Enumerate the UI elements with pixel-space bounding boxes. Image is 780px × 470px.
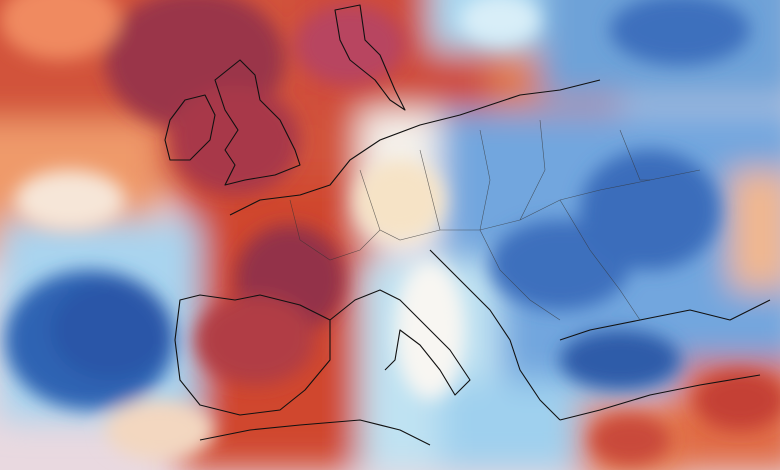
- coastline-anatolia: [559, 374, 761, 421]
- coastline-adriatic: [429, 249, 561, 421]
- coastline-britain: [214, 59, 301, 186]
- coastline-iberia: [174, 294, 331, 416]
- coastline-ireland: [164, 94, 216, 161]
- coastlines: [164, 4, 771, 446]
- border-line: [479, 129, 650, 321]
- coastline-north: [229, 79, 601, 216]
- borders: [289, 119, 701, 321]
- border-line: [359, 119, 546, 231]
- coastline-scandinavia: [334, 4, 406, 111]
- coastline-africa: [199, 419, 431, 446]
- coastline-black-sea: [559, 299, 771, 341]
- coastline-italy: [329, 289, 471, 396]
